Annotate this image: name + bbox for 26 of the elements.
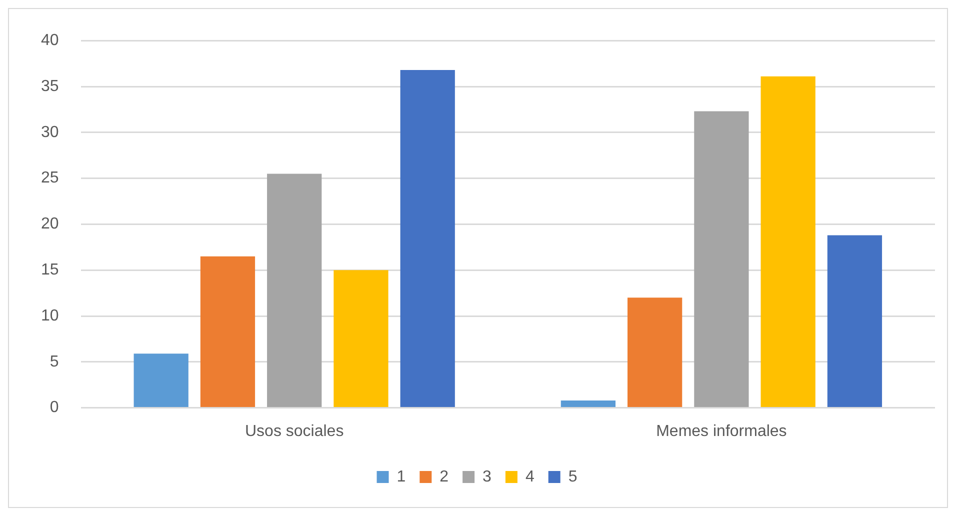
bar	[560, 400, 616, 408]
y-tick-label: 15	[41, 262, 59, 279]
legend-label: 5	[568, 468, 578, 486]
bar	[628, 298, 682, 408]
bar	[694, 111, 749, 408]
x-tick-label: Usos sociales	[244, 422, 344, 440]
y-tick-label: 10	[41, 307, 59, 324]
legend-label: 3	[482, 468, 492, 486]
bar	[760, 76, 816, 408]
bar	[827, 235, 882, 408]
y-tick-label: 35	[41, 78, 59, 95]
legend-label: 2	[440, 468, 449, 486]
x-tick-label: Memes informales	[656, 422, 787, 440]
y-tick-label: 5	[50, 353, 59, 370]
y-tick-label: 30	[41, 124, 59, 141]
y-tick-label: 20	[41, 216, 59, 233]
bar	[334, 270, 388, 408]
bar	[267, 174, 322, 408]
y-tick-label: 40	[41, 32, 59, 50]
legend-label: 1	[396, 468, 406, 486]
y-tick-label: 0	[50, 399, 59, 416]
y-tick-label: 25	[41, 170, 59, 187]
legend-label: 4	[525, 468, 534, 486]
bar	[134, 354, 188, 408]
bar	[400, 70, 455, 408]
bar	[200, 256, 256, 408]
